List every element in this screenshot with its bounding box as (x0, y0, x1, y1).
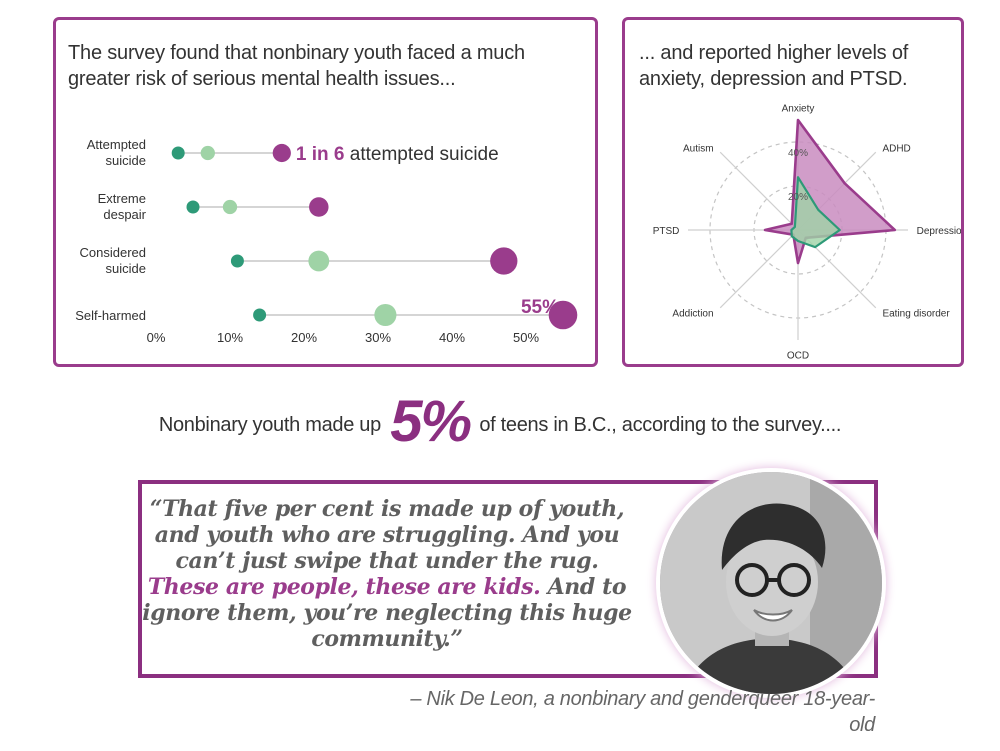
portrait-illustration (660, 472, 882, 694)
annotation-bold: 1 in 6 (296, 144, 350, 165)
radar-ring-label: 20% (788, 192, 808, 203)
x-tick-label: 0% (147, 330, 166, 345)
stat-line: Nonbinary youth made up 5% of teens in B… (0, 388, 1000, 455)
radar-axis-label: PTSD (653, 226, 680, 237)
quote-text: “That five per cent is made up of youth,… (142, 496, 632, 652)
radar-series-nonbinary (763, 118, 897, 265)
radar-axis-line (719, 151, 799, 231)
dot-marker (309, 197, 329, 217)
category-label: Attempted suicide (87, 137, 146, 168)
category-label-line: suicide (106, 153, 146, 168)
annotation-text: attempted suicide (350, 144, 499, 165)
x-tick-label: 10% (217, 330, 243, 345)
category-label-line: despair (103, 207, 146, 222)
category-label: Considered suicide (80, 245, 147, 276)
radar-chart: 20% 40% Anxiety ADHD Depression Eating disord… (653, 103, 961, 362)
category-label: Extreme despair (98, 191, 147, 222)
dot-marker (374, 303, 397, 327)
portrait-photo (660, 472, 882, 694)
quote-part-1: “That five per cent is made up of youth,… (149, 496, 625, 574)
category-label-line: Self-harmed (75, 308, 146, 323)
radar-axis-label: Depression (917, 226, 961, 237)
radar-axis-label: Anxiety (782, 103, 815, 114)
dot-marker (490, 247, 518, 275)
radar-ring-label: 40% (788, 148, 808, 159)
category-label-line: Attempted (87, 137, 146, 152)
dot-marker (171, 146, 185, 160)
stat-suffix: of teens in B.C., according to the surve… (479, 414, 842, 436)
x-tick-label: 40% (439, 330, 465, 345)
radar-axis-label: ADHD (882, 144, 910, 155)
dot-marker (548, 300, 578, 330)
dot-marker (200, 145, 215, 161)
radar-axis-label: Eating disorder (882, 308, 950, 319)
dot-marker (308, 250, 330, 272)
radar-panel: ... and reported higher levels of anxiet… (622, 17, 964, 367)
dot-marker (230, 254, 244, 268)
stat-value: 5% (390, 389, 472, 454)
category-label: Self-harmed (75, 308, 146, 323)
x-tick-label: 30% (365, 330, 391, 345)
radar-series-other (790, 176, 841, 249)
category-label-line: Extreme (98, 191, 146, 206)
x-tick-label: 50% (513, 330, 539, 345)
radar-axis-label: Addiction (672, 308, 713, 319)
dot-marker (222, 199, 238, 215)
quote-highlight: These are people, these are kids. (147, 574, 541, 600)
dot-marker (272, 143, 291, 163)
dot-marker (186, 200, 200, 214)
quote-attribution: – Nik De Leon, a nonbinary and genderque… (410, 688, 875, 736)
quote-box: “That five per cent is made up of youth,… (138, 480, 878, 678)
radar-axis-label: Autism (683, 144, 714, 155)
radar-axis-label: OCD (787, 351, 809, 362)
quote-part-2: And to ignore them, you’re neglecting th… (142, 574, 632, 652)
annotation-label: 55% (521, 297, 559, 318)
dot-plot-panel: The survey found that nonbinary youth fa… (53, 17, 598, 367)
annotation-label: 1 in 6 attempted suicide (296, 144, 499, 165)
dot-marker (253, 308, 267, 322)
radar-heading: ... and reported higher levels of anxiet… (639, 42, 909, 90)
x-tick-label: 20% (291, 330, 317, 345)
category-label-line: Considered (80, 245, 147, 260)
radar-axis-line (719, 229, 799, 309)
stat-prefix: Nonbinary youth made up (158, 414, 381, 436)
category-label-line: suicide (106, 261, 146, 276)
dot-plot-heading: The survey found that nonbinary youth fa… (68, 42, 525, 90)
